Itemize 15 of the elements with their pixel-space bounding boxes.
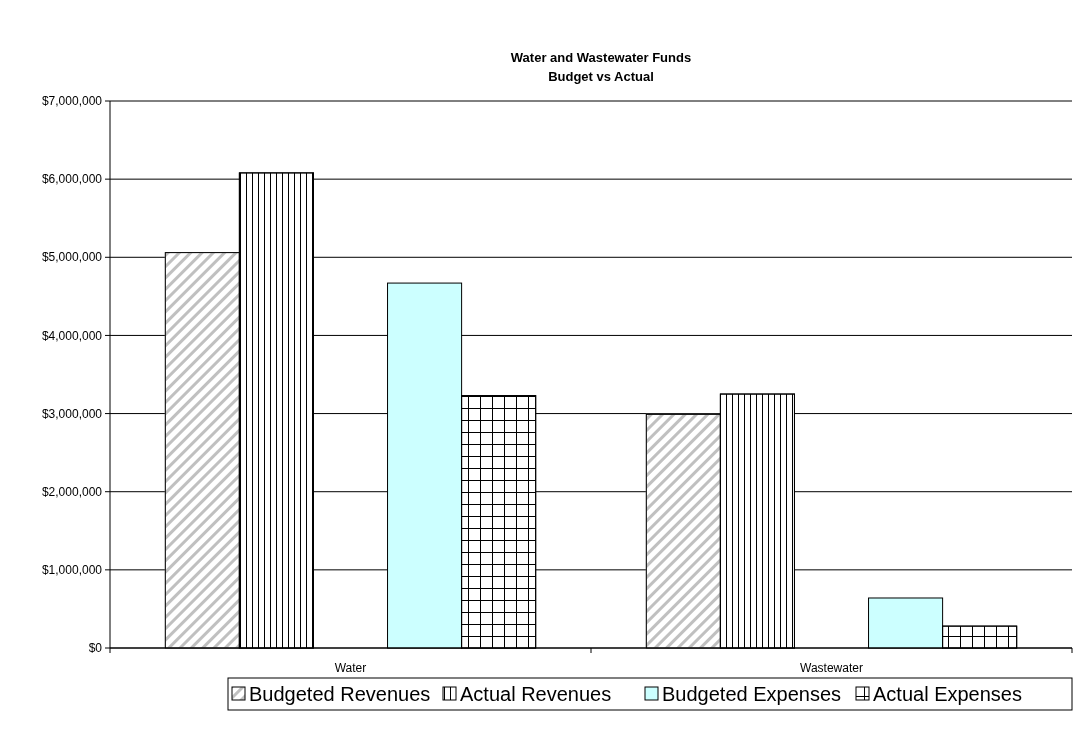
y-tick-label: $4,000,000 xyxy=(41,328,103,343)
x-tick-label: Wastewater xyxy=(800,661,863,675)
chart-title: Water and Wastewater Funds Budget vs Actual xyxy=(510,50,692,84)
x-tick-label: Water xyxy=(334,661,367,675)
y-tick-label: $5,000,000 xyxy=(41,250,103,265)
legend-label: Budgeted Revenues xyxy=(249,683,431,705)
y-tick-label: $7,000,000 xyxy=(41,94,103,109)
legend-label: Actual Expenses xyxy=(873,683,1022,705)
y-tick-label: $6,000,000 xyxy=(41,172,103,187)
y-tick-label: $3,000,000 xyxy=(41,406,103,421)
legend-label: Actual Revenues xyxy=(460,683,612,705)
y-tick-label: $0 xyxy=(88,641,103,656)
y-tick-label: $2,000,000 xyxy=(41,484,103,499)
y-tick-label: $1,000,000 xyxy=(41,563,103,578)
legend-label: Budgeted Expenses xyxy=(662,683,842,705)
